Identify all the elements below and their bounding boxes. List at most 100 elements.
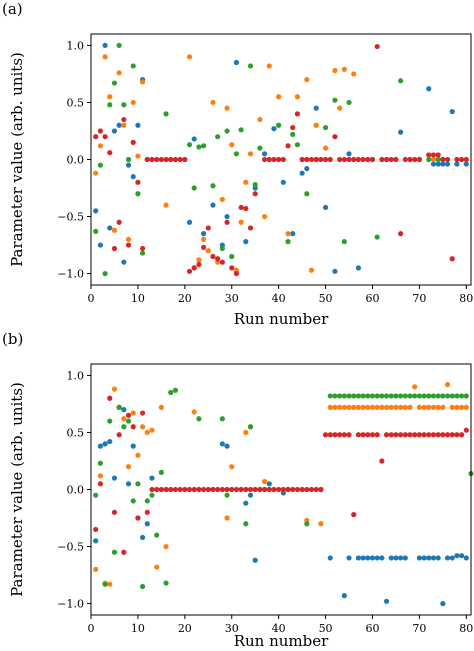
data-point	[327, 432, 333, 438]
data-point	[210, 99, 216, 106]
data-point	[360, 156, 366, 163]
data-point	[402, 393, 408, 399]
data-point	[337, 404, 343, 410]
data-point	[154, 532, 160, 538]
data-point	[360, 432, 366, 438]
data-point	[224, 515, 230, 521]
data-point	[233, 151, 240, 157]
data-point	[224, 492, 230, 498]
data-point	[102, 42, 108, 49]
data-point	[233, 486, 240, 493]
data-point	[355, 432, 362, 438]
data-point	[266, 63, 272, 69]
x-axis-label: Run number	[234, 632, 329, 650]
data-point	[369, 156, 376, 163]
data-point	[97, 460, 103, 466]
data-point	[388, 156, 394, 163]
x-tick-label: 0	[88, 622, 95, 635]
data-point	[261, 213, 268, 220]
data-point	[261, 478, 268, 485]
data-point	[435, 161, 441, 167]
data-point	[233, 59, 240, 66]
data-point	[121, 122, 127, 128]
x-tick-label: 0	[88, 292, 95, 305]
data-point	[416, 393, 422, 399]
data-point	[243, 429, 249, 436]
data-point	[440, 404, 446, 410]
data-point	[247, 225, 254, 231]
axis-ticks: 0 10 20 30 40 50 60 70 80 −1.0 −0.5 0.0 0.5 1.0	[57, 369, 473, 635]
data-point	[97, 242, 103, 248]
data-point	[257, 145, 263, 151]
data-point	[186, 486, 193, 493]
data-point	[412, 393, 418, 399]
data-point	[318, 156, 324, 163]
scatter-marks	[93, 42, 469, 277]
data-point	[379, 404, 385, 410]
data-point	[135, 481, 141, 487]
data-point	[430, 156, 437, 163]
data-point	[93, 538, 99, 544]
data-point	[158, 404, 164, 410]
data-point	[219, 245, 225, 252]
data-point	[416, 432, 422, 438]
data-point	[210, 486, 216, 493]
x-tick-label: 70	[412, 292, 426, 305]
data-point	[219, 441, 225, 447]
data-point	[454, 393, 460, 399]
data-point	[402, 156, 408, 163]
data-point	[407, 432, 413, 438]
data-point	[140, 534, 146, 541]
data-point	[247, 424, 254, 430]
data-point	[449, 393, 455, 399]
x-tick-label: 50	[319, 292, 333, 305]
data-point	[374, 43, 380, 50]
data-point	[388, 555, 394, 561]
data-point	[93, 526, 99, 533]
data-point	[388, 393, 394, 399]
data-point	[304, 156, 310, 163]
y-tick-label: 1.0	[67, 369, 85, 382]
data-point	[435, 555, 441, 561]
data-point	[238, 486, 244, 493]
data-point	[360, 555, 366, 561]
data-point	[365, 555, 371, 561]
data-point	[463, 404, 469, 410]
data-point	[140, 424, 146, 430]
data-point	[383, 598, 390, 604]
data-point	[416, 156, 422, 163]
data-point	[332, 67, 338, 74]
data-point	[280, 486, 286, 493]
data-point	[459, 156, 465, 163]
data-point	[276, 94, 282, 100]
data-point	[158, 469, 164, 475]
data-point	[266, 481, 272, 487]
data-point	[313, 486, 319, 493]
data-point	[337, 105, 343, 111]
data-point	[252, 486, 258, 493]
data-point	[125, 418, 132, 424]
data-point	[454, 156, 460, 163]
data-point	[308, 486, 315, 493]
data-point	[243, 205, 249, 212]
data-point	[130, 410, 136, 416]
data-point	[116, 122, 122, 128]
data-point	[341, 239, 347, 245]
data-point	[149, 156, 155, 163]
data-point	[163, 580, 169, 586]
data-point	[430, 432, 437, 438]
data-point	[430, 555, 437, 561]
data-point	[229, 253, 235, 260]
data-point	[393, 432, 399, 438]
data-point	[285, 143, 291, 149]
data-point	[304, 77, 310, 83]
data-point	[191, 185, 197, 191]
x-tick-label: 20	[178, 622, 192, 635]
data-point	[215, 486, 221, 493]
x-tick-label: 80	[459, 622, 473, 635]
data-point	[172, 486, 179, 493]
data-point	[290, 131, 296, 137]
data-point	[398, 129, 404, 135]
data-point	[266, 156, 272, 163]
data-point	[369, 404, 376, 410]
